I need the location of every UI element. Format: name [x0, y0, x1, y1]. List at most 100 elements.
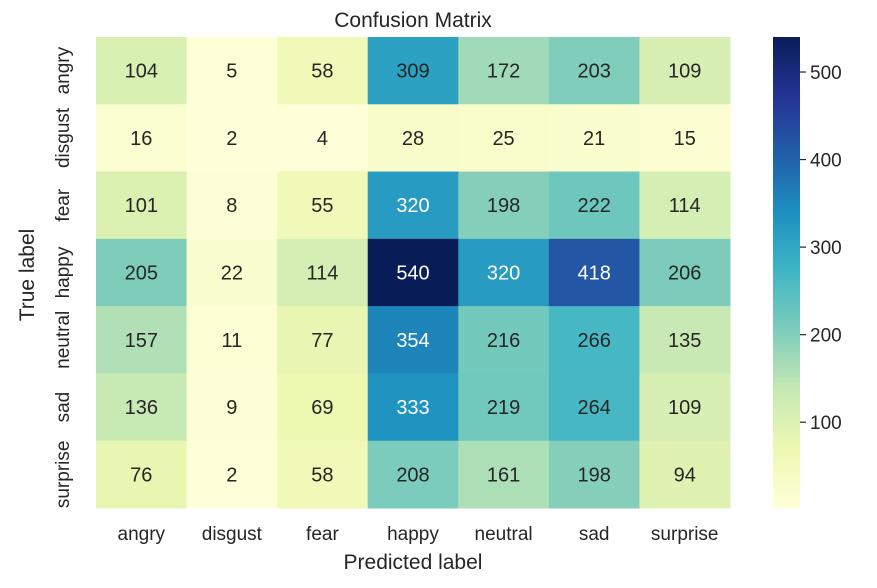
heatmap-cell: [186, 171, 278, 240]
cell-value-label: 208: [396, 464, 429, 486]
x-tick-label: surprise: [651, 524, 719, 545]
cell-value-label: 354: [396, 330, 429, 352]
cell-value-label: 333: [396, 397, 429, 419]
y-tick-label: happy: [53, 246, 74, 298]
heatmap-cell: [548, 373, 640, 442]
chart-title: Confusion Matrix: [334, 9, 492, 32]
heatmap-cell: [367, 104, 459, 173]
cell-value-label: 76: [130, 464, 152, 486]
heatmap-cell: [367, 306, 459, 374]
heatmap-cell: [458, 373, 550, 442]
heatmap-cell: [548, 104, 640, 173]
cell-value-label: 203: [577, 61, 610, 83]
cell-value-label: 222: [577, 195, 610, 217]
heatmap-cell: [186, 373, 278, 442]
cell-value-label: 25: [492, 128, 514, 150]
heatmap-cell: [548, 238, 640, 307]
heatmap-cell: [96, 238, 188, 307]
cell-value-label: 8: [226, 195, 237, 217]
y-axis-label: True label: [16, 229, 39, 322]
heatmap-cell: [277, 171, 369, 240]
cell-value-label: 264: [577, 397, 610, 419]
heatmap-cell: [458, 306, 550, 374]
colorbar-tick-label: 300: [810, 238, 842, 259]
heatmap-cell: [639, 238, 731, 307]
cell-value-label: 22: [221, 263, 243, 285]
heatmap-cell: [96, 306, 188, 374]
colorbar: 100 200 300 400 500: [773, 37, 842, 508]
colorbar-tick-label: 400: [810, 151, 842, 172]
cell-value-label: 16: [130, 128, 152, 150]
cell-value-label: 101: [125, 195, 158, 217]
heatmap-cell: [96, 104, 188, 173]
heatmap-cell: [96, 171, 188, 240]
cell-value-label: 5: [226, 61, 237, 83]
y-tick-label: neutral: [53, 311, 74, 369]
cell-value-label: 198: [577, 464, 610, 486]
y-tick-label: disgust: [53, 107, 74, 168]
heatmap-cell: [186, 104, 278, 173]
colorbar-tick-label: 500: [810, 63, 842, 84]
heatmap-cell: [277, 37, 369, 105]
cell-value-label: 320: [487, 263, 520, 285]
heatmap-cell: [367, 37, 459, 105]
heatmap-cell: [277, 306, 369, 374]
y-tick-labels: angry disgust fear happy neutral sad surprise: [53, 46, 74, 508]
colorbar-tick-label: 200: [810, 326, 842, 347]
heatmap-cell: [548, 171, 640, 240]
heatmap-cell: [639, 171, 731, 240]
heatmap-cells: 104 5 58 309 172 203 109 16 2 4 28 25 21 15 101 8 55 320 1…: [96, 37, 731, 509]
cell-value-label: 58: [311, 464, 333, 486]
cell-value-label: 69: [311, 397, 333, 419]
cell-value-label: 109: [668, 61, 701, 83]
heatmap-cell: [96, 373, 188, 442]
cell-value-label: 94: [674, 464, 696, 486]
cell-value-label: 77: [311, 330, 333, 352]
heatmap-cell: [277, 238, 369, 307]
cell-value-label: 540: [396, 263, 429, 285]
heatmap-cell: [277, 373, 369, 442]
cell-value-label: 206: [668, 263, 701, 285]
cell-value-label: 198: [487, 195, 520, 217]
heatmap-cell: [367, 171, 459, 240]
cell-value-label: 418: [577, 263, 610, 285]
heatmap-cell: [186, 306, 278, 374]
cell-value-label: 15: [674, 128, 696, 150]
cell-value-label: 104: [125, 61, 158, 83]
cell-value-label: 216: [487, 330, 520, 352]
cell-value-label: 2: [226, 128, 237, 150]
x-tick-labels: angry disgust fear happy neutral sad surprise: [118, 524, 719, 545]
heatmap-cell: [367, 238, 459, 307]
heatmap-cell: [548, 440, 640, 509]
colorbar-tick-label: 100: [810, 413, 842, 434]
heatmap-cell: [639, 37, 731, 105]
y-tick-label: fear: [53, 188, 74, 221]
cell-value-label: 9: [226, 397, 237, 419]
heatmap-cell: [548, 37, 640, 105]
heatmap-cell: [458, 37, 550, 105]
heatmap-cell: [186, 37, 278, 105]
x-tick-label: fear: [306, 524, 339, 545]
heatmap-cell: [367, 373, 459, 442]
y-tick-label: sad: [53, 392, 74, 423]
cell-value-label: 2: [226, 464, 237, 486]
heatmap-cell: [277, 440, 369, 509]
colorbar-gradient: [773, 37, 800, 508]
heatmap-cell: [458, 104, 550, 173]
x-axis-label: Predicted label: [344, 551, 483, 574]
cell-value-label: 136: [125, 397, 158, 419]
heatmap-cell: [639, 306, 731, 374]
x-tick-label: happy: [387, 524, 439, 545]
cell-value-label: 135: [668, 330, 701, 352]
heatmap-cell: [186, 440, 278, 509]
cell-value-label: 4: [317, 128, 328, 150]
cell-value-label: 161: [487, 464, 520, 486]
cell-value-label: 114: [669, 195, 701, 217]
x-tick-label: angry: [118, 524, 166, 545]
cell-value-label: 21: [583, 128, 605, 150]
cell-value-label: 320: [396, 195, 429, 217]
heatmap-cell: [639, 104, 731, 173]
heatmap-cell: [458, 171, 550, 240]
